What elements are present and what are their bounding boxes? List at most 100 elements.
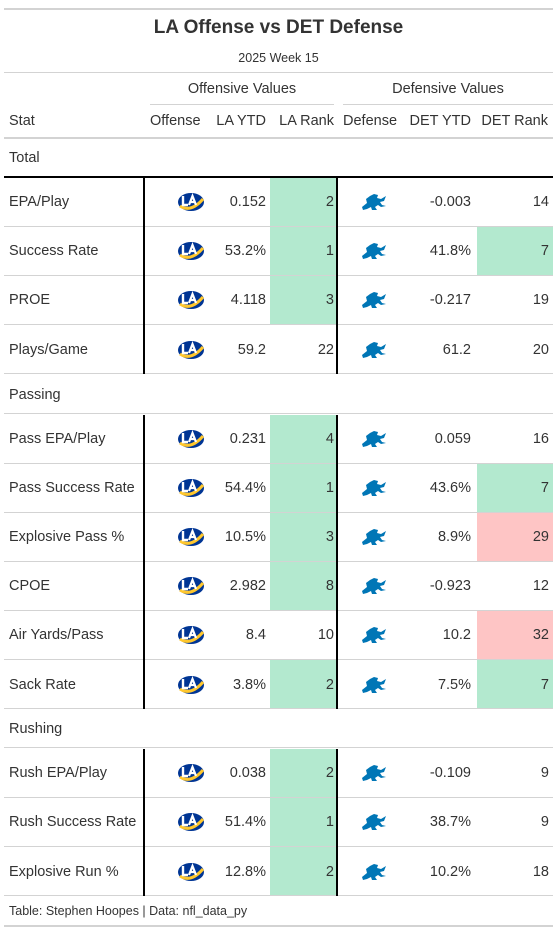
la-rank-value: 3 — [270, 513, 338, 561]
table-source-note: Table: Stephen Hoopes | Data: nfl_data_p… — [9, 904, 248, 918]
det-ytd-value: 41.8% — [429, 243, 471, 259]
defense-logo — [340, 415, 408, 463]
offense-logo — [147, 847, 235, 896]
rams-logo-icon — [176, 191, 206, 213]
column-header-defense: Defense — [343, 113, 398, 129]
det-ytd-value: 7.5% — [437, 676, 471, 693]
offense-logo — [147, 325, 235, 374]
column-header-offense: Offense — [150, 113, 201, 129]
det-ytd-value: 10.2% — [429, 863, 471, 880]
rams-logo-icon — [176, 240, 206, 262]
la-rank-value: 4 — [270, 415, 338, 463]
defense-logo — [340, 562, 408, 610]
defense-column-divider — [336, 415, 338, 709]
stat-name: PROE — [9, 292, 51, 308]
offense-logo — [147, 749, 235, 797]
rams-logo-icon — [176, 526, 206, 548]
la-ytd-value: 12.8% — [224, 863, 266, 880]
det-rank-value: 9 — [540, 765, 549, 781]
det-rank-value: 18 — [532, 863, 549, 880]
offense-logo — [147, 464, 235, 512]
defense-column-divider — [336, 749, 338, 896]
defense-logo — [340, 325, 408, 374]
rams-logo-icon — [176, 428, 206, 450]
table-row: Air Yards/Pass 8.4 10 10.2 32 — [4, 611, 553, 660]
det-rank-value: 9 — [540, 814, 549, 830]
rams-logo-icon — [176, 624, 206, 646]
header-divider — [4, 137, 553, 139]
defense-logo — [340, 847, 408, 896]
spanner-defensive-underline — [343, 104, 553, 105]
defense-logo — [340, 464, 408, 512]
stat-name: Explosive Run % — [9, 863, 119, 880]
stat-name: EPA/Play — [9, 194, 70, 210]
la-ytd-value: 0.152 — [229, 194, 266, 210]
column-header-stat: Stat — [9, 113, 35, 129]
stat-name: Rush Success Rate — [9, 814, 137, 830]
det-rank-value: 7 — [477, 660, 553, 709]
det-ytd-value: -0.003 — [429, 194, 471, 210]
table-row: Plays/Game 59.2 22 61.2 20 — [4, 325, 553, 374]
rams-logo-icon — [176, 477, 206, 499]
lions-logo-icon — [359, 526, 389, 548]
det-ytd-value: 10.2 — [442, 627, 471, 643]
la-ytd-value: 2.982 — [229, 578, 266, 594]
offense-column-divider — [143, 178, 145, 374]
offense-logo — [147, 178, 235, 226]
defense-logo — [340, 798, 408, 846]
stat-name: Explosive Pass % — [9, 529, 125, 545]
det-ytd-value: -0.923 — [429, 578, 471, 594]
det-ytd-value: 43.6% — [429, 480, 471, 496]
table-row: Rush Success Rate 51.4% 1 38.7% 9 — [4, 798, 553, 847]
lions-logo-icon — [359, 861, 389, 883]
row-group-label: Rushing — [9, 721, 63, 737]
rams-logo-icon — [176, 762, 206, 784]
offense-logo — [147, 513, 235, 561]
offense-logo — [147, 276, 235, 324]
la-rank-value: 10 — [317, 627, 334, 643]
table-row: Explosive Run % 12.8% 2 10.2% 18 — [4, 847, 553, 896]
row-group-label: Total — [9, 150, 40, 166]
offense-logo — [147, 611, 235, 659]
rams-logo-icon — [176, 289, 206, 311]
det-rank-value: 16 — [532, 431, 549, 447]
rams-logo-icon — [176, 339, 206, 361]
det-ytd-value: -0.109 — [429, 765, 471, 781]
offense-logo — [147, 415, 235, 463]
lions-logo-icon — [359, 477, 389, 499]
rams-logo-icon — [176, 575, 206, 597]
la-ytd-value: 3.8% — [232, 676, 266, 693]
table-frame — [4, 8, 553, 927]
defense-logo — [340, 611, 408, 659]
la-ytd-value: 10.5% — [224, 529, 266, 545]
lions-logo-icon — [359, 240, 389, 262]
la-ytd-value: 51.4% — [224, 814, 266, 830]
stat-name: Pass EPA/Play — [9, 431, 106, 447]
group-divider — [4, 413, 553, 414]
group-divider — [4, 747, 553, 748]
table-row: Pass EPA/Play 0.231 4 0.059 16 — [4, 415, 553, 464]
la-ytd-value: 53.2% — [224, 243, 266, 259]
det-ytd-value: 0.059 — [434, 431, 471, 447]
stat-name: CPOE — [9, 578, 51, 594]
defense-logo — [340, 749, 408, 797]
rams-logo-icon — [176, 811, 206, 833]
la-ytd-value: 59.2 — [237, 341, 266, 358]
la-rank-value: 1 — [270, 464, 338, 512]
group-bottom-divider — [4, 373, 553, 374]
lions-logo-icon — [359, 428, 389, 450]
table-row: PROE 4.118 3 -0.217 19 — [4, 276, 553, 325]
offense-logo — [147, 227, 235, 275]
group-bottom-divider — [4, 895, 553, 896]
det-rank-value: 7 — [477, 464, 553, 512]
group-bottom-divider — [4, 708, 553, 709]
spanner-defensive-values: Defensive Values — [392, 81, 504, 97]
stat-name: Rush EPA/Play — [9, 765, 108, 781]
stat-name: Pass Success Rate — [9, 480, 135, 496]
title-divider — [4, 72, 553, 73]
det-ytd-value: 61.2 — [442, 341, 471, 358]
defense-column-divider — [336, 178, 338, 374]
stat-name: Sack Rate — [9, 676, 76, 693]
offense-column-divider — [143, 749, 145, 896]
offense-logo — [147, 660, 235, 709]
